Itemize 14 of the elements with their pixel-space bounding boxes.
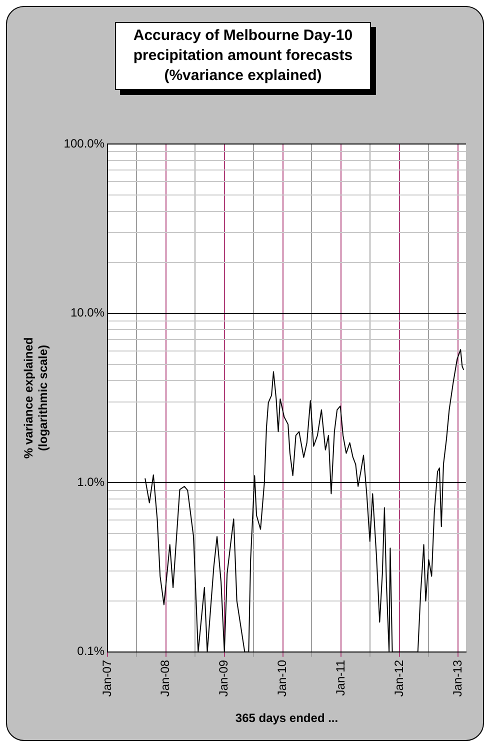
x-tick-label: Jan-08: [158, 660, 172, 697]
y-tick-label: 100.0%: [64, 136, 105, 150]
x-tick-label: Jan-12: [392, 660, 406, 697]
x-tick-label: Jan-13: [450, 660, 464, 697]
y-tick-label: 1.0%: [77, 474, 105, 489]
chart-title: Accuracy of Melbourne Day-10 precipitation amount forecasts (%variance explained): [115, 22, 371, 90]
y-tick-label: 0.1%: [77, 644, 105, 658]
x-tick-label: Jan-10: [275, 660, 290, 697]
y-tick-label: 10.0%: [70, 306, 105, 320]
y-axis-title: % variance explained (logarithmic scale): [22, 337, 50, 459]
x-axis-title: 365 days ended ...: [235, 711, 338, 726]
x-tick-label: Jan-11: [333, 660, 348, 696]
x-tick-label: Jan-07: [100, 660, 114, 697]
x-tick-label: Jan-09: [216, 660, 231, 697]
